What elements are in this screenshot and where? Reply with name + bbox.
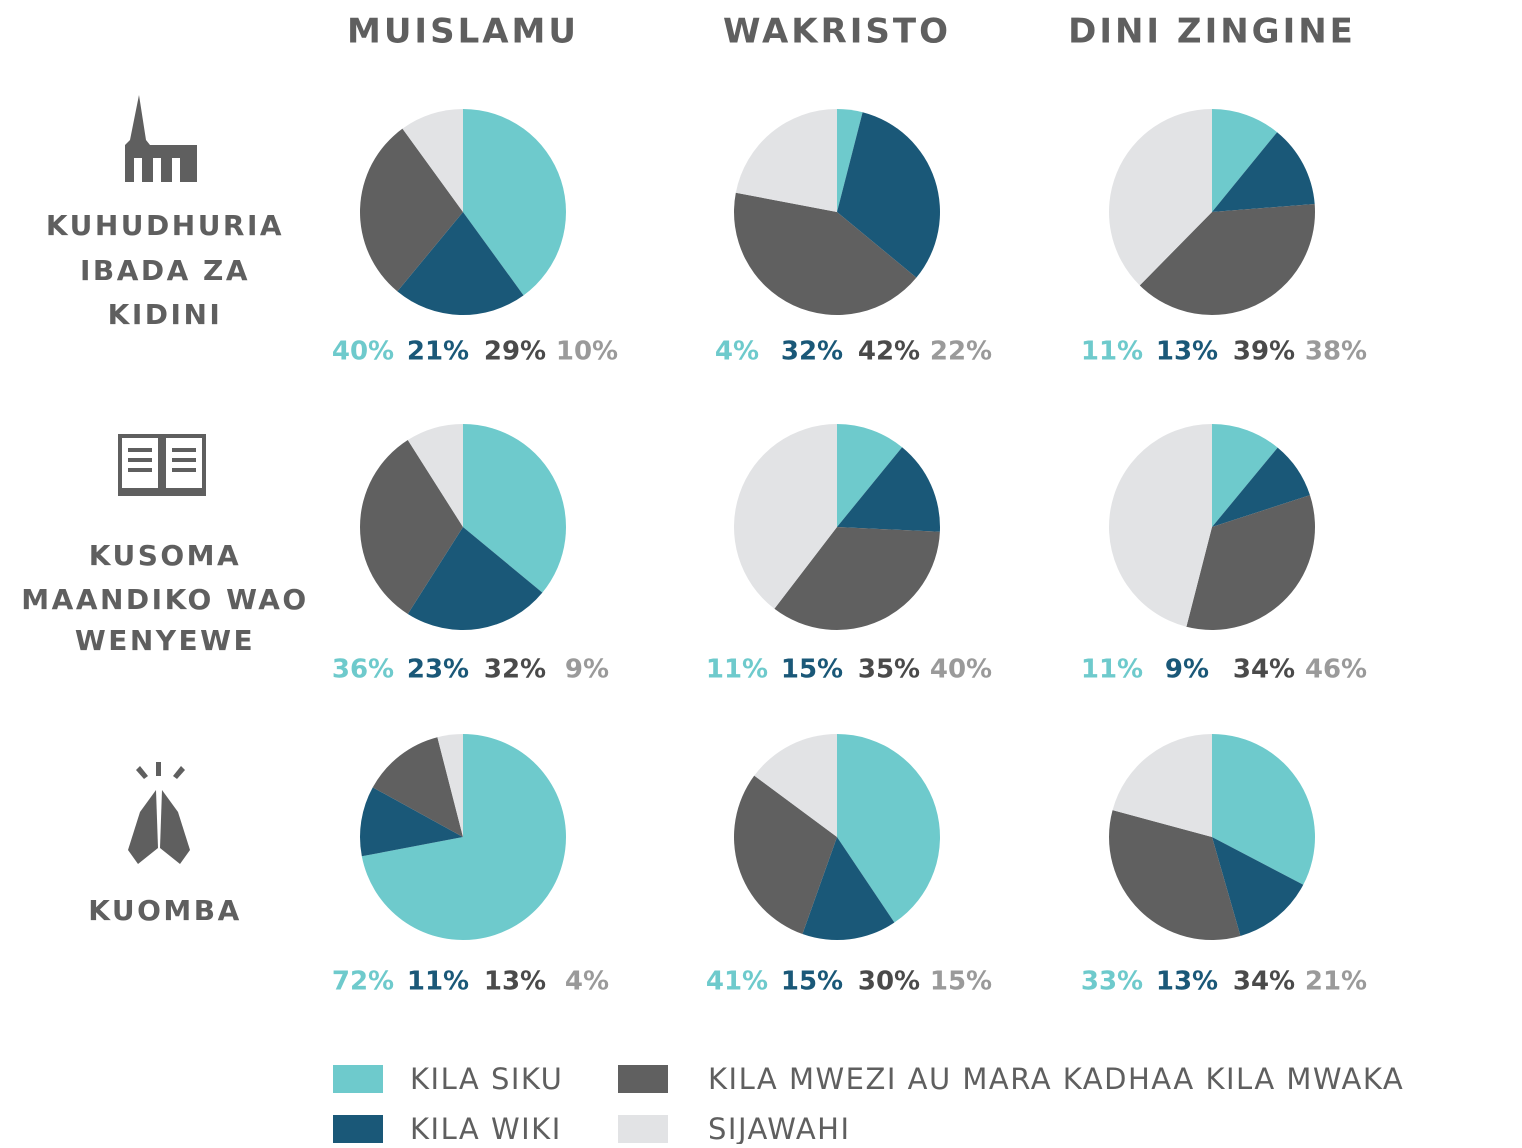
pie-slice xyxy=(1212,132,1315,212)
pie-slice xyxy=(1212,424,1278,527)
value-label: 13% xyxy=(484,967,546,997)
pie-slice xyxy=(734,775,837,935)
pie-slice xyxy=(1212,837,1304,936)
pie-slice xyxy=(733,424,837,609)
value-label: 32% xyxy=(781,337,843,367)
row-label: KUOMBA xyxy=(88,894,242,927)
value-label: 41% xyxy=(706,967,768,997)
pie-slice xyxy=(1212,447,1310,527)
value-label: 40% xyxy=(930,655,992,685)
value-label: 11% xyxy=(1081,337,1143,367)
pie-slice xyxy=(372,737,463,837)
pie-slice xyxy=(837,112,940,278)
value-label: 10% xyxy=(556,337,618,367)
value-label: 21% xyxy=(1305,967,1367,997)
column-header: WAKRISTO xyxy=(723,12,951,52)
pie-slice xyxy=(1186,495,1316,631)
value-label: 36% xyxy=(332,655,394,685)
value-label: 13% xyxy=(1156,967,1218,997)
value-label: 72% xyxy=(332,967,394,997)
value-label: 4% xyxy=(715,337,759,367)
value-label: 30% xyxy=(858,967,920,997)
pie-slice xyxy=(360,787,463,857)
value-label: 9% xyxy=(1165,655,1209,685)
pie-slice xyxy=(360,440,463,614)
pie-slice xyxy=(754,734,837,837)
pie-slice xyxy=(734,192,917,315)
pie-slice xyxy=(774,527,940,630)
value-label: 13% xyxy=(1156,337,1218,367)
church-icon xyxy=(125,95,197,182)
value-label: 38% xyxy=(1305,337,1367,367)
legend-label: KILA WIKI xyxy=(410,1112,562,1144)
value-label: 11% xyxy=(706,655,768,685)
pie-slice xyxy=(463,424,566,593)
pie-slice xyxy=(402,109,463,212)
row-label: IBADA ZA xyxy=(80,254,250,287)
pie-slice xyxy=(1139,203,1315,315)
legend-label: KILA MWEZI AU MARA KADHAA KILA MWAKA xyxy=(708,1062,1404,1096)
value-label: 40% xyxy=(332,337,394,367)
pie-slice xyxy=(407,527,543,630)
value-label: 15% xyxy=(781,655,843,685)
pie-slice xyxy=(837,447,941,532)
pie-slice xyxy=(463,109,566,296)
book-icon xyxy=(118,434,206,496)
legend-swatch xyxy=(618,1115,668,1143)
value-label: 32% xyxy=(484,655,546,685)
value-label: 15% xyxy=(781,967,843,997)
pie-slice xyxy=(360,128,463,292)
value-label: 35% xyxy=(858,655,920,685)
legend-label: KILA SIKU xyxy=(410,1062,563,1096)
pie-slice xyxy=(1212,734,1315,885)
value-label: 15% xyxy=(930,967,992,997)
legend-swatch xyxy=(333,1065,383,1093)
value-label: 34% xyxy=(1233,655,1295,685)
value-label: 11% xyxy=(407,967,469,997)
value-label: 9% xyxy=(565,655,609,685)
pie-slice xyxy=(407,424,463,527)
pie-slice xyxy=(837,109,863,212)
value-label: 33% xyxy=(1081,967,1143,997)
value-label: 11% xyxy=(1081,655,1143,685)
pie-slice xyxy=(837,734,941,923)
value-label: 46% xyxy=(1305,655,1367,685)
pie-slice xyxy=(802,837,895,940)
pie-slice xyxy=(1109,109,1212,286)
value-label: 23% xyxy=(407,655,469,685)
value-label: 34% xyxy=(1233,967,1295,997)
pie-slice xyxy=(397,212,524,315)
value-label: 22% xyxy=(930,337,992,367)
pie-slice xyxy=(1212,109,1278,212)
column-header: DINI ZINGINE xyxy=(1068,12,1356,52)
pie-slice xyxy=(361,734,566,940)
column-header: MUISLAMU xyxy=(347,12,579,52)
pie-slice xyxy=(1109,810,1241,940)
row-label: MAANDIKO WAO xyxy=(21,583,308,616)
row-label: WENYEWE xyxy=(75,624,255,657)
legend-swatch xyxy=(618,1065,668,1093)
legend-swatch xyxy=(333,1115,383,1143)
pie-slice xyxy=(437,734,463,837)
pie-slice xyxy=(1109,424,1212,627)
row-label: KUHUDHURIA xyxy=(46,209,284,242)
row-label: KUSOMA xyxy=(89,539,241,572)
legend-label: SIJAWAHI xyxy=(708,1112,851,1144)
pie-slice xyxy=(837,424,903,527)
value-label: 39% xyxy=(1233,337,1295,367)
value-label: 29% xyxy=(484,337,546,367)
pie-slice xyxy=(1112,734,1212,837)
row-label: KIDINI xyxy=(108,298,223,331)
value-label: 42% xyxy=(858,337,920,367)
prayer-icon xyxy=(128,762,190,864)
value-label: 21% xyxy=(407,337,469,367)
pie-slice xyxy=(735,109,837,212)
value-label: 4% xyxy=(565,967,609,997)
